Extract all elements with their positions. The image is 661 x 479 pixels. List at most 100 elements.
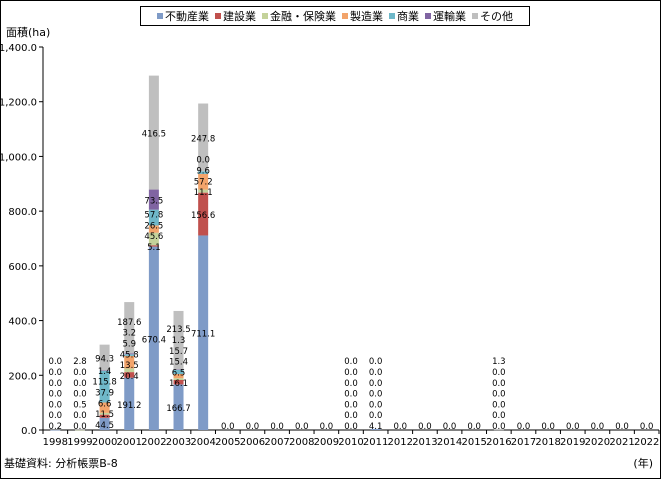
x-tick-label: 2021	[609, 437, 634, 448]
bar-segment	[74, 429, 85, 431]
x-tick-label: 2019	[560, 437, 585, 448]
data-label: 45.6	[144, 232, 163, 242]
bar-segment	[493, 429, 504, 431]
data-label: 0.0	[640, 422, 654, 432]
data-label: 0.0	[492, 390, 506, 400]
x-tick-label: 2020	[585, 437, 610, 448]
x-tick-label: 1998	[43, 437, 68, 448]
data-label: 187.6	[117, 318, 141, 328]
data-label: 6.5	[172, 368, 186, 378]
source-note: 基礎資料: 分析帳票B-8	[4, 457, 118, 470]
data-label: 0.0	[369, 411, 383, 421]
data-label: 0.0	[369, 368, 383, 378]
data-label: 0.0	[443, 422, 457, 432]
legend-label: 運輸業	[433, 10, 466, 23]
data-label: 45.8	[120, 350, 139, 360]
legend-swatch	[215, 13, 221, 19]
legend-item: 建設業	[215, 8, 256, 24]
data-label: 0.0	[492, 400, 506, 410]
x-tick-label: 2014	[437, 437, 462, 448]
data-label: 156.6	[191, 211, 215, 221]
legend-swatch	[389, 13, 395, 19]
data-label: 4.1	[369, 422, 383, 432]
y-tick-label: 400.0	[8, 317, 37, 328]
legend-item: 運輸業	[425, 8, 466, 24]
data-label: 0.0	[49, 400, 63, 410]
data-label: 0.0	[566, 422, 580, 432]
x-tick-label: 2022	[634, 437, 659, 448]
data-label: 57.2	[194, 177, 213, 187]
legend-label: その他	[480, 10, 513, 23]
data-label: 1.3	[492, 357, 506, 367]
y-tick-label: 200.0	[8, 371, 37, 382]
data-label: 11.1	[194, 188, 213, 198]
data-label: 0.0	[541, 422, 555, 432]
data-label: 0.0	[49, 390, 63, 400]
data-label: 15.7	[169, 347, 188, 357]
data-label: 1.4	[98, 367, 112, 377]
x-tick-label: 2015	[461, 437, 486, 448]
data-label: 0.0	[73, 422, 87, 432]
bar-segment	[173, 369, 184, 374]
data-label: 0.0	[49, 411, 63, 421]
data-label: 0.0	[344, 379, 358, 389]
bar-segment	[198, 103, 209, 172]
bar-segment	[124, 353, 135, 355]
data-label: 73.5	[144, 197, 163, 207]
x-tick-label: 2013	[412, 437, 437, 448]
legend-swatch	[472, 13, 478, 19]
bar-segment	[148, 75, 159, 190]
data-label: 0.0	[196, 156, 210, 166]
bar-segment	[124, 355, 135, 369]
data-label: 0.0	[49, 379, 63, 389]
data-label: 6.6	[98, 399, 112, 409]
y-tick-label: 0.0	[21, 426, 37, 437]
data-label: 0.0	[221, 422, 235, 432]
data-label: 0.0	[49, 357, 63, 367]
x-tick-label: 2012	[388, 437, 413, 448]
data-label: 0.0	[295, 422, 309, 432]
legend-item: 金融・保険業	[262, 8, 336, 24]
data-label: 0.0	[369, 379, 383, 389]
x-tick-label: 2003	[166, 437, 191, 448]
data-label: 0.0	[344, 422, 358, 432]
data-label: 0.0	[492, 379, 506, 389]
x-tick-label: 2000	[92, 437, 117, 448]
bar-segment	[198, 235, 209, 430]
data-label: 5.1	[147, 243, 161, 253]
data-label: 0.0	[73, 379, 87, 389]
bar-segment	[124, 372, 135, 378]
data-label: 3.2	[122, 329, 136, 339]
data-label: 0.0	[344, 411, 358, 421]
x-tick-label: 2016	[486, 437, 511, 448]
bar-segment	[99, 417, 110, 430]
data-label: 9.6	[196, 167, 210, 177]
data-label: 0.0	[73, 411, 87, 421]
data-label: 11.5	[95, 410, 114, 420]
x-tick-label: 2004	[190, 437, 215, 448]
bar-segment	[148, 225, 159, 233]
x-tick-label: 2008	[289, 437, 314, 448]
y-tick-label: 1,200.0	[0, 98, 37, 109]
data-label: 0.0	[246, 422, 260, 432]
data-label: 0.0	[418, 422, 432, 432]
data-label: 94.3	[95, 355, 114, 365]
legend-label: 不動産業	[165, 10, 209, 23]
data-label: 20.4	[120, 372, 139, 382]
data-label: 247.8	[191, 134, 215, 144]
data-label: 0.0	[369, 400, 383, 410]
y-tick-label: 1,400.0	[0, 43, 37, 54]
bar-segment	[370, 428, 381, 430]
bar-segment	[173, 373, 184, 379]
x-tick-label: 2005	[215, 437, 240, 448]
data-label: 57.8	[144, 211, 163, 221]
data-label: 115.8	[92, 378, 116, 388]
x-axis-unit: (年)	[633, 457, 653, 470]
data-label: 0.0	[320, 422, 334, 432]
x-tick-label: 2002	[141, 437, 166, 448]
bar-segment	[198, 173, 209, 190]
data-label: 5.9	[122, 340, 136, 350]
legend-label: 建設業	[223, 10, 256, 23]
bar-segment	[148, 189, 159, 210]
data-label: 0.0	[49, 368, 63, 378]
